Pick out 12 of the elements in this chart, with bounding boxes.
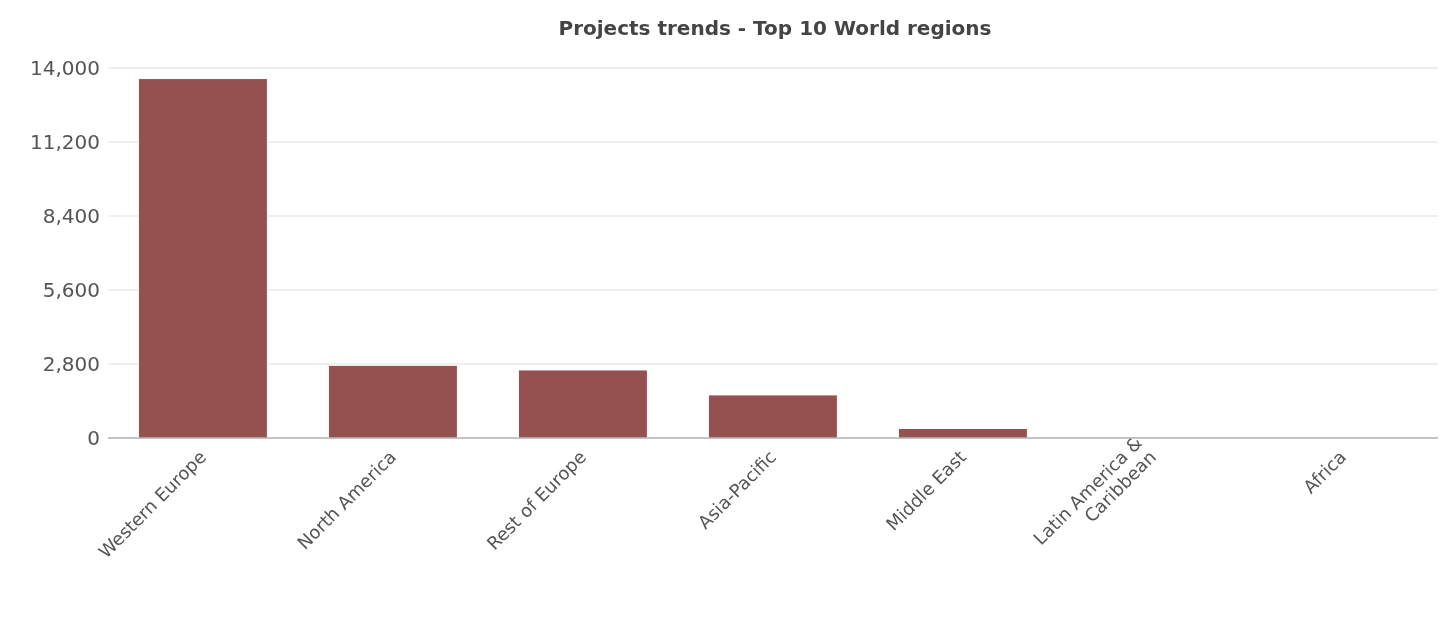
y-tick-label: 2,800 (42, 352, 100, 377)
y-tick-label: 14,000 (30, 56, 100, 81)
bar (137, 78, 268, 438)
bar (897, 427, 1028, 438)
chart-title: Projects trends - Top 10 World regions (557, 15, 993, 42)
y-tick-label: 11,200 (30, 130, 100, 155)
y-tick-label: 8,400 (42, 204, 100, 229)
bar (517, 369, 648, 438)
y-tick-label: 5,600 (42, 278, 100, 303)
bar (327, 364, 458, 438)
bar (707, 394, 838, 438)
y-tick-label: 0 (87, 426, 100, 451)
